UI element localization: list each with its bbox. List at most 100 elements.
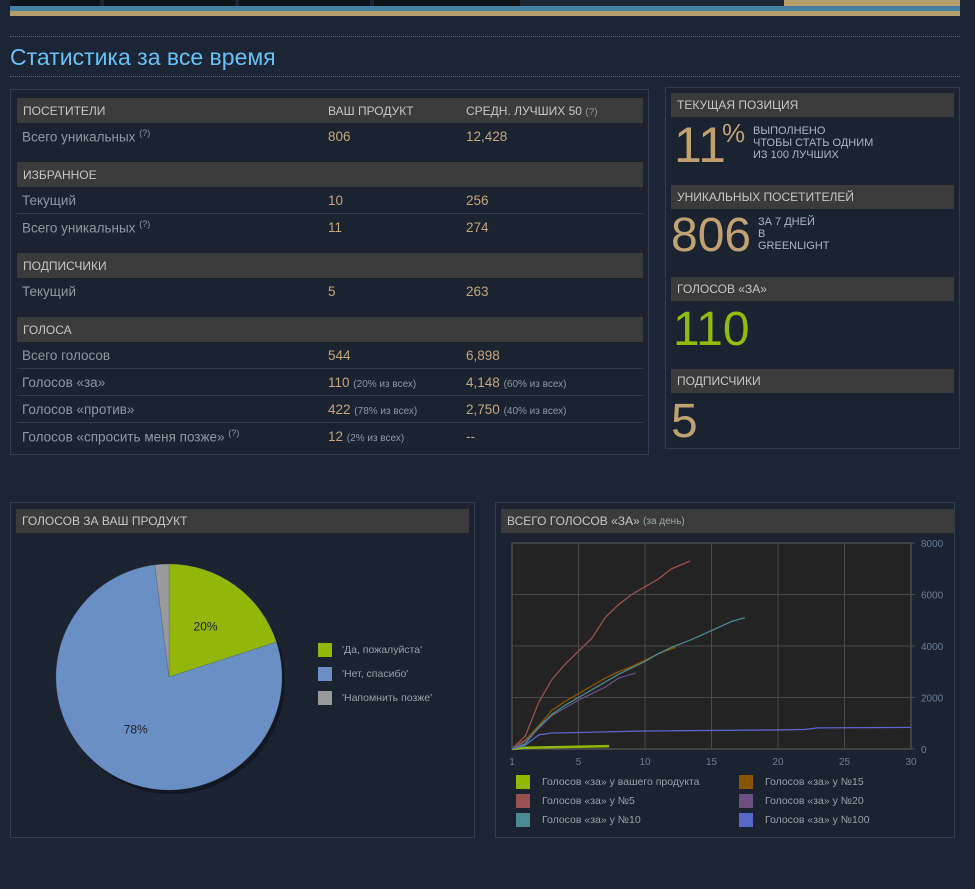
avg-value: 6,898 <box>466 347 500 363</box>
header-stripe-tan <box>10 11 960 16</box>
divider <box>10 36 960 37</box>
nav-tab[interactable] <box>239 0 370 6</box>
pie-slice <box>154 563 170 678</box>
legend-label: Голосов «за» у №10 <box>542 814 641 826</box>
legend-item: 'Нет, спасибо' <box>318 667 408 681</box>
pie-slice <box>55 564 283 791</box>
caption-line: В <box>758 228 766 240</box>
table-row: Всего уникальных (?) 11 274 <box>17 214 643 240</box>
avg-value: 263 <box>466 283 489 299</box>
avg-value: 12,428 <box>466 128 508 144</box>
header-top50-label: СРЕДН. ЛУЧШИХ 50 <box>466 103 582 118</box>
series-line <box>511 726 912 750</box>
avg-value: 256 <box>466 192 489 208</box>
x-tick-label: 25 <box>839 757 851 768</box>
avg-value: 274 <box>466 219 489 235</box>
nav-tab[interactable] <box>374 0 520 6</box>
header-top50: СРЕДН. ЛУЧШИХ 50 (?) <box>466 104 598 118</box>
your-value: 544 <box>328 347 351 363</box>
line-chart-panel: ВСЕГО ГОЛОСОВ «ЗА» (за день) 1 5 10 15 20 25 3… <box>495 502 955 838</box>
legend-swatch <box>739 813 753 827</box>
table-header: ПОСЕТИТЕЛИ ВАШ ПРОДУКТ СРЕДН. ЛУЧШИХ 50 … <box>17 98 643 123</box>
your-value: 11 <box>328 219 343 235</box>
nav-tab[interactable] <box>10 0 100 6</box>
header-visitors: ПОСЕТИТЕЛИ <box>23 103 106 118</box>
table-row: Голосов «спросить меня позже» (?) 12 (2%… <box>17 423 643 450</box>
visitors-caption: ЗА 7 ДНЕЙ В GREENLIGHT <box>758 216 830 252</box>
row-label: Голосов «спросить меня позже» <box>22 429 225 445</box>
legend-label: Голосов «за» у №15 <box>765 776 864 788</box>
avg-value: -- <box>466 429 475 444</box>
pie-title: ГОЛОСОВ ЗА ВАШ ПРОДУКТ <box>16 509 469 533</box>
visitors-value: 806 <box>671 209 752 262</box>
caption-line: ЧТОБЫ СТАТЬ ОДНИМ <box>753 137 874 149</box>
your-value: 422 <box>328 401 351 417</box>
row-label: Голосов «за» <box>22 374 106 390</box>
y-tick-label: 8000 <box>921 539 944 550</box>
divider <box>10 76 960 77</box>
caption-line: ВЫПОЛНЕНО <box>753 125 826 137</box>
pie-chart: 20% 78% <box>55 563 285 794</box>
legend-swatch <box>516 775 530 789</box>
avg-value: 4,148 <box>466 374 500 390</box>
x-tick-label: 15 <box>706 757 718 768</box>
caption-line: ЗА 7 ДНЕЙ <box>758 216 815 228</box>
help-icon[interactable]: (?) <box>228 428 240 439</box>
row-label: Всего уникальных <box>22 220 136 236</box>
legend-item: Голосов «за» у №10 <box>516 813 641 827</box>
y-tick-label: 4000 <box>921 642 944 653</box>
legend-item: 'Да, пожалуйста' <box>318 643 422 657</box>
position-caption: ВЫПОЛНЕНО ЧТОБЫ СТАТЬ ОДНИМ ИЗ 100 ЛУЧШИ… <box>753 125 873 161</box>
top-nav-tabs <box>10 0 960 6</box>
row-label: Текущий <box>22 192 76 208</box>
series-line <box>511 744 610 751</box>
followers-title: ПОДПИСЧИКИ <box>671 369 954 393</box>
help-icon[interactable]: (?) <box>139 127 151 138</box>
chart-title: ВСЕГО ГОЛОСОВ «ЗА» <box>507 514 640 528</box>
your-note: (2% из всех) <box>346 433 405 444</box>
avg-note: (40% из всех) <box>503 405 567 417</box>
series-line <box>511 646 676 750</box>
nav-tab[interactable] <box>104 0 235 6</box>
legend-swatch <box>739 775 753 789</box>
legend-swatch <box>739 794 753 808</box>
legend-label: Голосов «за» у вашего продукта <box>542 776 700 788</box>
your-value: 10 <box>328 192 344 208</box>
pie-label: 78% <box>124 722 148 736</box>
x-tick-label: 20 <box>772 757 784 768</box>
legend-label: 'Напомнить позже' <box>342 692 433 704</box>
pie-slice <box>168 563 277 678</box>
followers-value: 5 <box>671 395 698 448</box>
series-line <box>511 617 745 750</box>
row-label: Всего голосов <box>22 347 111 363</box>
x-tick-label: 10 <box>639 757 651 768</box>
your-value: 12 <box>328 429 344 444</box>
x-tick-label: 30 <box>905 757 917 768</box>
header-your-product: ВАШ ПРОДУКТ <box>328 103 414 118</box>
help-icon[interactable]: (?) <box>585 106 598 118</box>
help-icon[interactable]: (?) <box>139 218 151 229</box>
avg-note: (60% из всех) <box>503 378 567 390</box>
series-line <box>511 560 691 750</box>
yes-votes-value: 110 <box>673 303 750 356</box>
position-unit: % <box>722 118 746 148</box>
legend-item: Голосов «за» у вашего продукта <box>516 775 699 789</box>
table-row: Текущий 10 256 <box>17 187 643 214</box>
position-value: 11 <box>674 117 726 173</box>
table-row: Всего голосов 544 6,898 <box>17 342 643 369</box>
summary-panel: ТЕКУЩАЯ ПОЗИЦИЯ 11 % ВЫПОЛНЕНО ЧТОБЫ СТА… <box>665 87 960 449</box>
table-row: Голосов «против» 422 (78% из всех) 2,750… <box>17 396 643 423</box>
pie-label: 20% <box>194 620 218 634</box>
section-followers: ПОДПИСЧИКИ <box>17 253 643 278</box>
caption-line: ИЗ 100 ЛУЧШИХ <box>753 149 839 161</box>
legend-item: Голосов «за» у №5 <box>516 794 635 808</box>
x-tick-label: 5 <box>576 757 582 768</box>
avg-value: 2,750 <box>466 401 500 417</box>
table-row: Текущий 5 263 <box>17 278 643 304</box>
table-row: Голосов «за» 110 (20% из всех) 4,148 (60… <box>17 369 643 396</box>
stats-table: ПОСЕТИТЕЛИ ВАШ ПРОДУКТ СРЕДН. ЛУЧШИХ 50 … <box>10 89 649 455</box>
legend-item: Голосов «за» у №100 <box>739 813 870 827</box>
table-row: Всего уникальных (?) 806 12,428 <box>17 123 643 149</box>
your-value: 5 <box>328 283 336 299</box>
